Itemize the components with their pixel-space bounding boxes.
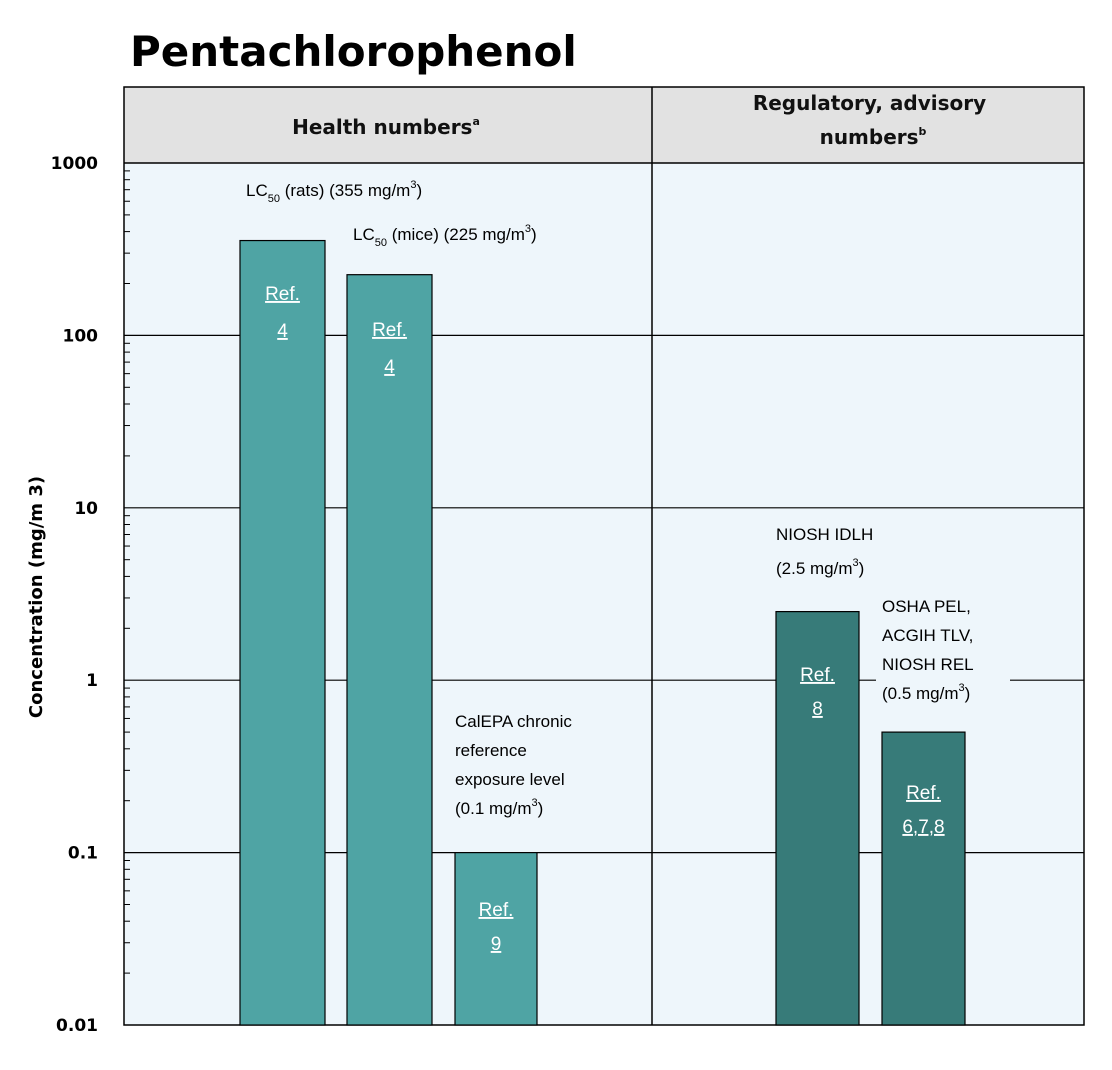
ref-link[interactable]: 4 (277, 321, 288, 342)
y-tick-label: 100 (63, 326, 99, 346)
bar-calepa-rel (454, 851, 538, 1026)
ref-link[interactable]: 8 (812, 699, 823, 720)
ref-link[interactable]: 9 (491, 934, 502, 955)
bar-label: NIOSH REL (882, 655, 974, 674)
bar-label: OSHA PEL, (882, 597, 971, 616)
y-tick-label: 0.1 (68, 844, 98, 864)
bar-label: NIOSH IDLH (776, 525, 873, 544)
bar-label: exposure level (455, 770, 565, 789)
bar-label: ACGIH TLV, (882, 626, 973, 645)
label-backing (876, 596, 1010, 714)
plot-frame (123, 86, 1085, 1026)
y-tick-label: 10 (74, 499, 98, 519)
bar-label: LC50 (rats) (355 mg/m3) (246, 179, 422, 205)
ref-link[interactable]: Ref. (906, 783, 941, 804)
ref-link[interactable]: 6,7,8 (902, 817, 944, 838)
bar-label: (0.5 mg/m3) (882, 682, 970, 703)
bar-label: CalEPA chronic (455, 712, 572, 731)
panel-header-health: Health numbersa (292, 115, 480, 139)
bar-lc50-mice (346, 274, 433, 1026)
bar-label: (0.1 mg/m3) (455, 797, 543, 818)
bar-niosh-idlh (775, 610, 860, 1026)
ref-link[interactable]: Ref. (479, 900, 514, 921)
bars: Ref. 4 LC50 (rats) (355 mg/m3) Ref. 4 LC50 (m… (239, 179, 1010, 1026)
ref-link[interactable]: Ref. (265, 284, 300, 305)
panel-header-band (124, 87, 1084, 163)
panel-header-regulatory: Regulatory, advisory numbersb (753, 91, 993, 149)
ref-link[interactable]: Ref. (372, 320, 407, 341)
bar-label: LC50 (mice) (225 mg/m3) (353, 223, 537, 249)
y-tick-labels: 1000 100 10 1 0.1 0.01 (51, 154, 98, 1036)
bar-label: reference (455, 741, 527, 760)
bar-label: (2.5 mg/m3) (776, 557, 864, 578)
bar-osha-pel (881, 731, 966, 1026)
y-tick-label: 0.01 (56, 1016, 98, 1036)
chart-title: Pentachlorophenol (130, 27, 577, 76)
y-axis-label: Concentration (mg/m 3) (26, 476, 47, 718)
y-tick-label: 1 (86, 671, 98, 691)
bar-lc50-rats (239, 239, 326, 1026)
y-tick-label: 1000 (51, 154, 98, 174)
ref-link[interactable]: Ref. (800, 665, 835, 686)
ref-link[interactable]: 4 (384, 357, 395, 378)
minor-ticks (124, 170, 130, 974)
